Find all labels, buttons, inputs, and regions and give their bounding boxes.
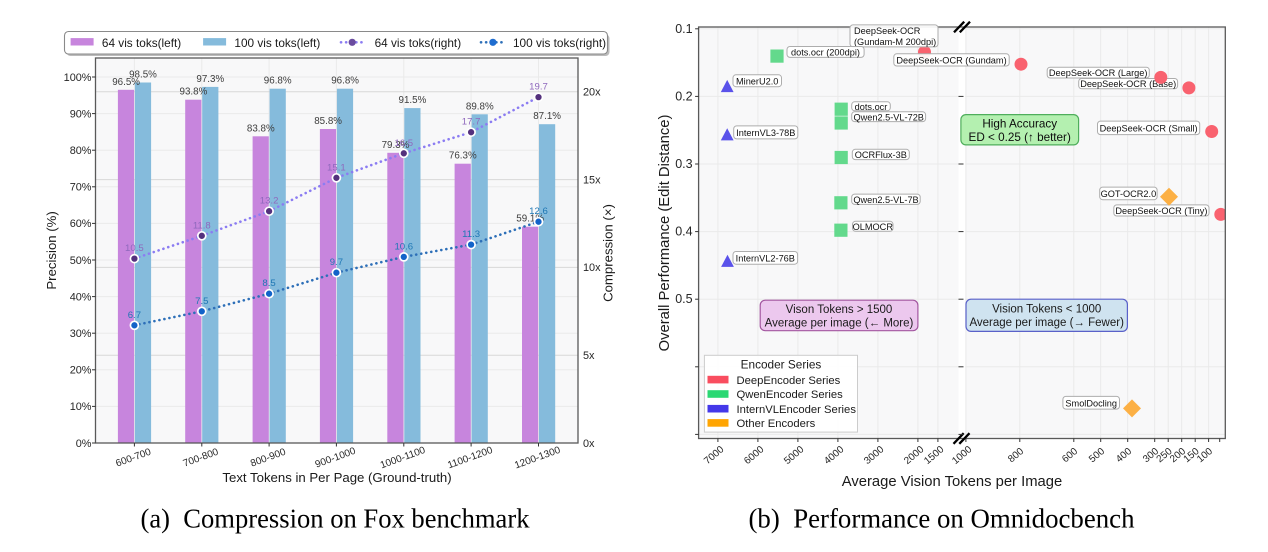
svg-text:DeepSeek-OCR: DeepSeek-OCR <box>854 26 921 36</box>
svg-text:12.6: 12.6 <box>529 206 548 217</box>
svg-text:6.7: 6.7 <box>128 310 141 321</box>
svg-text:Qwen2.5-VL-72B: Qwen2.5-VL-72B <box>853 112 923 122</box>
svg-text:DeepSeek-OCR (Large): DeepSeek-OCR (Large) <box>1049 68 1148 78</box>
svg-text:Vison Tokens > 1500: Vison Tokens > 1500 <box>786 304 893 316</box>
svg-text:Precision (%): Precision (%) <box>44 211 59 289</box>
svg-text:0%: 0% <box>76 438 92 450</box>
svg-text:96.8%: 96.8% <box>264 76 292 87</box>
svg-text:0.5: 0.5 <box>675 292 692 306</box>
svg-text:9.7: 9.7 <box>330 257 343 268</box>
svg-text:DeepEncoder Series: DeepEncoder Series <box>737 375 841 387</box>
svg-text:Other Encoders: Other Encoders <box>737 418 816 430</box>
svg-text:7.5: 7.5 <box>195 296 208 307</box>
svg-text:30%: 30% <box>70 328 92 340</box>
svg-text:91.5%: 91.5% <box>399 95 427 106</box>
svg-text:83.8%: 83.8% <box>247 123 275 134</box>
svg-text:19.7: 19.7 <box>529 82 548 93</box>
svg-text:DeepSeek-OCR (Base): DeepSeek-OCR (Base) <box>1080 79 1176 89</box>
svg-text:90%: 90% <box>70 108 92 120</box>
svg-text:(a) Compression on Fox benchm: (a) Compression on Fox benchmark <box>141 504 530 534</box>
svg-text:DeepSeek-OCR (Tiny): DeepSeek-OCR (Tiny) <box>1115 206 1207 216</box>
svg-text:20x: 20x <box>583 87 601 99</box>
svg-text:InternVL3-78B: InternVL3-78B <box>736 128 795 138</box>
svg-text:0.4: 0.4 <box>675 225 692 239</box>
svg-text:ED < 0.25 (↑ better): ED < 0.25 (↑ better) <box>969 131 1071 144</box>
svg-text:10.6: 10.6 <box>394 241 413 252</box>
svg-text:85.8%: 85.8% <box>314 116 342 127</box>
svg-text:InternVLEncoder Series: InternVLEncoder Series <box>737 404 857 416</box>
svg-text:80%: 80% <box>70 145 92 157</box>
svg-text:Overall Performance (Edit Dist: Overall Performance (Edit Distance) <box>657 115 673 352</box>
svg-text:76.3%: 76.3% <box>449 151 477 162</box>
svg-text:OLMOCR: OLMOCR <box>853 222 894 232</box>
svg-text:8.5: 8.5 <box>262 278 275 289</box>
svg-text:100 vis toks(right): 100 vis toks(right) <box>513 36 606 50</box>
svg-text:0.3: 0.3 <box>675 157 692 171</box>
svg-text:15x: 15x <box>583 174 601 186</box>
svg-text:(b) Performance on Omnidocben: (b) Performance on Omnidocbench <box>749 504 1135 534</box>
svg-text:Average per image (← More): Average per image (← More) <box>765 318 914 330</box>
svg-text:60%: 60% <box>70 218 92 230</box>
svg-text:0x: 0x <box>583 438 595 450</box>
svg-text:70%: 70% <box>70 182 92 194</box>
svg-text:QwenEncoder Series: QwenEncoder Series <box>737 389 844 401</box>
svg-text:64 vis toks(left): 64 vis toks(left) <box>102 36 181 50</box>
svg-text:50%: 50% <box>70 255 92 267</box>
svg-text:5x: 5x <box>583 350 595 362</box>
svg-text:16.5: 16.5 <box>394 138 413 149</box>
svg-text:dots.ocr (200dpi): dots.ocr (200dpi) <box>791 48 860 58</box>
svg-text:(Gundam-M 200dpi): (Gundam-M 200dpi) <box>854 37 936 47</box>
svg-text:64 vis toks(right): 64 vis toks(right) <box>375 36 462 50</box>
svg-text:20%: 20% <box>70 365 92 377</box>
svg-text:0.2: 0.2 <box>675 89 692 103</box>
svg-text:11.8: 11.8 <box>193 220 211 231</box>
svg-text:10.5: 10.5 <box>125 243 144 254</box>
svg-text:Encoder Series: Encoder Series <box>741 358 822 372</box>
svg-text:98.5%: 98.5% <box>129 70 157 81</box>
svg-text:40%: 40% <box>70 291 92 303</box>
svg-text:OCRFlux-3B: OCRFlux-3B <box>855 150 907 160</box>
svg-text:DeepSeek-OCR (Small): DeepSeek-OCR (Small) <box>1100 123 1198 133</box>
svg-text:DeepSeek-OCR (Gundam): DeepSeek-OCR (Gundam) <box>896 56 1006 66</box>
svg-text:79.3%: 79.3% <box>382 140 410 151</box>
svg-text:100 vis toks(left): 100 vis toks(left) <box>234 36 320 50</box>
svg-text:Average Vision Tokens per Imag: Average Vision Tokens per Image <box>842 474 1062 490</box>
svg-text:GOT-OCR2.0: GOT-OCR2.0 <box>1101 189 1157 199</box>
svg-text:96.8%: 96.8% <box>331 76 359 87</box>
svg-text:MinerU2.0: MinerU2.0 <box>736 76 778 86</box>
svg-text:17.7: 17.7 <box>462 117 481 128</box>
svg-text:Vision Tokens < 1000: Vision Tokens < 1000 <box>992 304 1101 316</box>
svg-text:96.5%: 96.5% <box>112 77 140 88</box>
svg-text:59.1%: 59.1% <box>516 214 544 225</box>
svg-text:Qwen2.5-VL-7B: Qwen2.5-VL-7B <box>853 195 918 205</box>
svg-text:InternVL2-76B: InternVL2-76B <box>736 254 795 264</box>
svg-text:Average per image (→ Fewer): Average per image (→ Fewer) <box>969 317 1124 329</box>
svg-text:dots.ocr: dots.ocr <box>855 102 888 112</box>
svg-text:Compression (×): Compression (×) <box>601 204 616 302</box>
svg-text:11.3: 11.3 <box>462 229 480 240</box>
svg-text:89.8%: 89.8% <box>466 101 494 112</box>
svg-text:SmolDocling: SmolDocling <box>1065 398 1117 408</box>
svg-text:High Accuracy: High Accuracy <box>982 118 1057 131</box>
svg-text:100%: 100% <box>64 72 92 84</box>
svg-text:93.8%: 93.8% <box>180 87 208 98</box>
svg-text:Text Tokens in Per Page (Groun: Text Tokens in Per Page (Ground-truth) <box>222 470 451 485</box>
svg-text:13.2: 13.2 <box>260 196 279 207</box>
svg-text:0.1: 0.1 <box>675 22 692 36</box>
svg-text:87.1%: 87.1% <box>533 111 561 122</box>
svg-text:97.3%: 97.3% <box>196 74 224 85</box>
svg-text:10x: 10x <box>583 262 601 274</box>
svg-text:15.1: 15.1 <box>327 162 346 173</box>
svg-text:10%: 10% <box>70 401 92 413</box>
